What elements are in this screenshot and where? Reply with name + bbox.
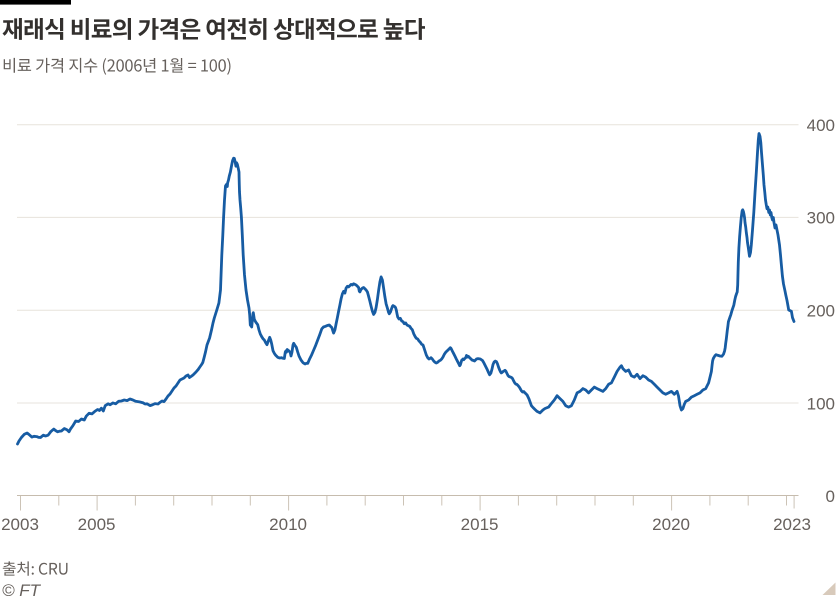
svg-text:2023: 2023	[773, 515, 811, 534]
svg-text:0: 0	[826, 487, 835, 506]
svg-text:100: 100	[807, 394, 835, 413]
svg-text:300: 300	[807, 209, 835, 228]
svg-text:2015: 2015	[461, 515, 499, 534]
svg-text:400: 400	[807, 116, 835, 135]
svg-text:2020: 2020	[652, 515, 690, 534]
svg-text:2003: 2003	[1, 515, 39, 534]
svg-text:2010: 2010	[269, 515, 307, 534]
svg-text:200: 200	[807, 302, 835, 321]
svg-text:2005: 2005	[78, 515, 116, 534]
svg-text:© FT: © FT	[2, 581, 42, 600]
